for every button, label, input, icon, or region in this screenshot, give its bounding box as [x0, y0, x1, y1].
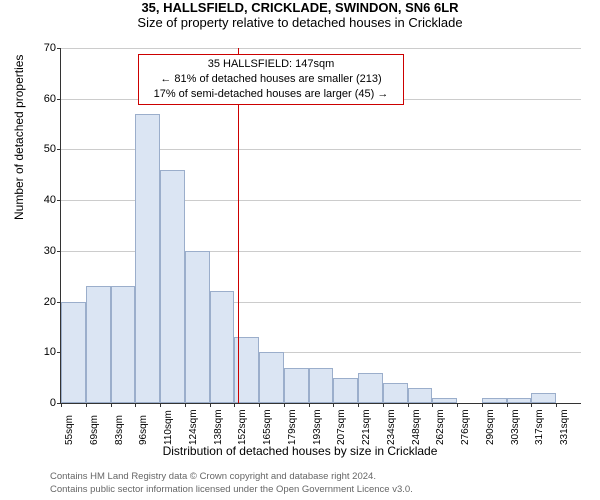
xtick-label: 207sqm — [336, 409, 347, 445]
xtick-mark — [556, 403, 557, 407]
grid-line — [61, 48, 581, 49]
y-axis-label: Number of detached properties — [12, 55, 26, 220]
histogram-bar — [309, 368, 334, 404]
histogram-bar — [383, 383, 408, 403]
xtick-mark — [210, 403, 211, 407]
infobox-line3: 17% of semi-detached houses are larger (… — [145, 87, 397, 102]
xtick-label: 262sqm — [435, 409, 446, 445]
ytick-mark — [57, 99, 61, 100]
xtick-label: 152sqm — [237, 409, 248, 445]
ytick-label: 0 — [28, 397, 56, 409]
histogram-bar — [333, 378, 358, 403]
xtick-label: 124sqm — [188, 409, 199, 445]
infobox-line2: ← 81% of detached houses are smaller (21… — [145, 72, 397, 87]
xtick-label: 55sqm — [64, 415, 75, 445]
footer-line2: Contains public sector information licen… — [50, 484, 590, 496]
xtick-label: 221sqm — [361, 409, 372, 445]
xtick-mark — [333, 403, 334, 407]
xtick-label: 317sqm — [534, 409, 545, 445]
xtick-mark — [309, 403, 310, 407]
ytick-mark — [57, 200, 61, 201]
xtick-mark — [482, 403, 483, 407]
xtick-mark — [358, 403, 359, 407]
ytick-label: 70 — [28, 42, 56, 54]
ytick-label: 30 — [28, 245, 56, 257]
xtick-mark — [61, 403, 62, 407]
xtick-label: 179sqm — [287, 409, 298, 445]
xtick-mark — [259, 403, 260, 407]
ytick-label: 60 — [28, 93, 56, 105]
histogram-bar — [432, 398, 457, 403]
xtick-mark — [234, 403, 235, 407]
histogram-bar — [284, 368, 309, 404]
xtick-label: 303sqm — [510, 409, 521, 445]
page-title: 35, HALLSFIELD, CRICKLADE, SWINDON, SN6 … — [0, 0, 600, 15]
histogram-bar — [259, 352, 284, 403]
histogram-bar — [408, 388, 433, 403]
histogram-bar — [482, 398, 507, 403]
xtick-mark — [383, 403, 384, 407]
xtick-mark — [284, 403, 285, 407]
histogram-bar — [531, 393, 556, 403]
infobox-line1: 35 HALLSFIELD: 147sqm — [145, 57, 397, 72]
histogram-bar — [160, 170, 185, 403]
histogram-bar — [185, 251, 210, 403]
xtick-label: 110sqm — [163, 410, 174, 445]
ytick-label: 50 — [28, 143, 56, 155]
xtick-mark — [531, 403, 532, 407]
footer-attribution: Contains HM Land Registry data © Crown c… — [50, 471, 590, 496]
xtick-mark — [86, 403, 87, 407]
xtick-label: 96sqm — [138, 415, 149, 445]
xtick-label: 138sqm — [213, 409, 224, 445]
x-axis-label: Distribution of detached houses by size … — [0, 444, 600, 458]
xtick-label: 83sqm — [114, 415, 125, 445]
xtick-mark — [432, 403, 433, 407]
xtick-label: 234sqm — [386, 409, 397, 445]
histogram-bar — [135, 114, 160, 403]
xtick-label: 290sqm — [485, 409, 496, 445]
page-subtitle: Size of property relative to detached ho… — [0, 15, 600, 30]
histogram-bar — [358, 373, 383, 403]
xtick-label: 331sqm — [559, 409, 570, 445]
xtick-label: 165sqm — [262, 409, 273, 445]
ytick-mark — [57, 48, 61, 49]
ytick-mark — [57, 149, 61, 150]
xtick-mark — [408, 403, 409, 407]
xtick-mark — [160, 403, 161, 407]
xtick-label: 193sqm — [312, 409, 323, 445]
xtick-label: 248sqm — [411, 409, 422, 445]
ytick-label: 20 — [28, 296, 56, 308]
histogram-bar — [507, 398, 532, 403]
histogram-bar — [61, 302, 86, 403]
footer-line1: Contains HM Land Registry data © Crown c… — [50, 471, 590, 483]
ytick-label: 40 — [28, 194, 56, 206]
ytick-mark — [57, 251, 61, 252]
histogram-bar — [210, 291, 235, 403]
marker-infobox: 35 HALLSFIELD: 147sqm ← 81% of detached … — [138, 54, 404, 105]
xtick-label: 69sqm — [89, 415, 100, 445]
xtick-mark — [507, 403, 508, 407]
histogram-bar — [111, 286, 136, 403]
ytick-label: 10 — [28, 346, 56, 358]
xtick-label: 276sqm — [460, 409, 471, 445]
xtick-mark — [457, 403, 458, 407]
xtick-mark — [185, 403, 186, 407]
xtick-mark — [135, 403, 136, 407]
xtick-mark — [111, 403, 112, 407]
histogram-bar — [86, 286, 111, 403]
